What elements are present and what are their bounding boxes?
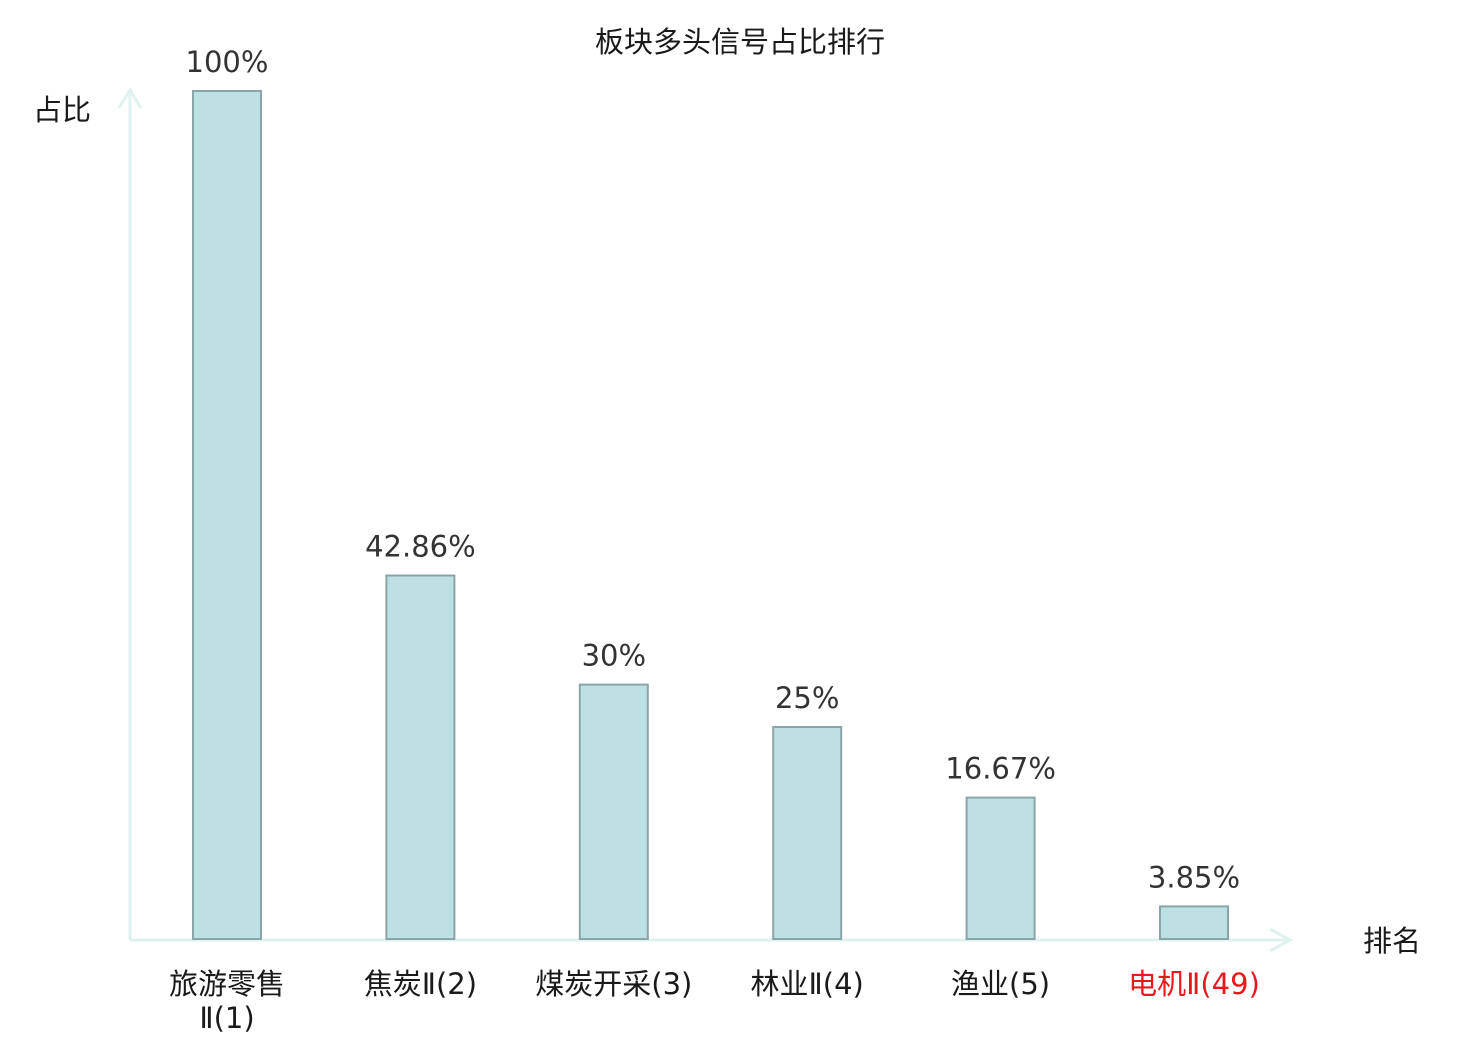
x-axis-label: 排名	[1363, 924, 1421, 958]
y-axis-label: 占比	[33, 93, 91, 127]
x-axis-arrow	[1269, 927, 1294, 953]
x-tick-label-1-line-1: 旅游零售	[169, 967, 285, 1001]
value-label-3: 30%	[582, 639, 646, 673]
x-tick-label-6: 电机Ⅱ(49)	[1128, 967, 1260, 1001]
x-tick-label-1-line-2: Ⅱ(1)	[199, 1001, 254, 1035]
bar-2	[385, 574, 456, 940]
axes	[117, 87, 1294, 953]
value-label-2: 42.86%	[365, 530, 476, 564]
value-label-4: 25%	[775, 681, 839, 715]
x-tick-label-2: 焦炭Ⅱ(2)	[364, 967, 477, 1001]
y-axis-arrow	[117, 87, 143, 109]
value-label-6: 3.85%	[1148, 860, 1240, 894]
chart-title: 板块多头信号占比排行	[595, 25, 885, 59]
bar-5	[965, 796, 1036, 940]
bar-1	[192, 90, 262, 940]
x-tick-label-4: 林业Ⅱ(4)	[751, 967, 864, 1001]
bar-3	[578, 683, 649, 940]
value-label-5: 16.67%	[945, 752, 1056, 786]
x-tick-label-3: 煤炭开采(3)	[535, 967, 692, 1001]
bar-4	[772, 726, 843, 940]
value-label-1: 100%	[186, 45, 269, 79]
x-tick-label-5: 渔业(5)	[951, 967, 1050, 1001]
bar-6	[1159, 905, 1229, 941]
